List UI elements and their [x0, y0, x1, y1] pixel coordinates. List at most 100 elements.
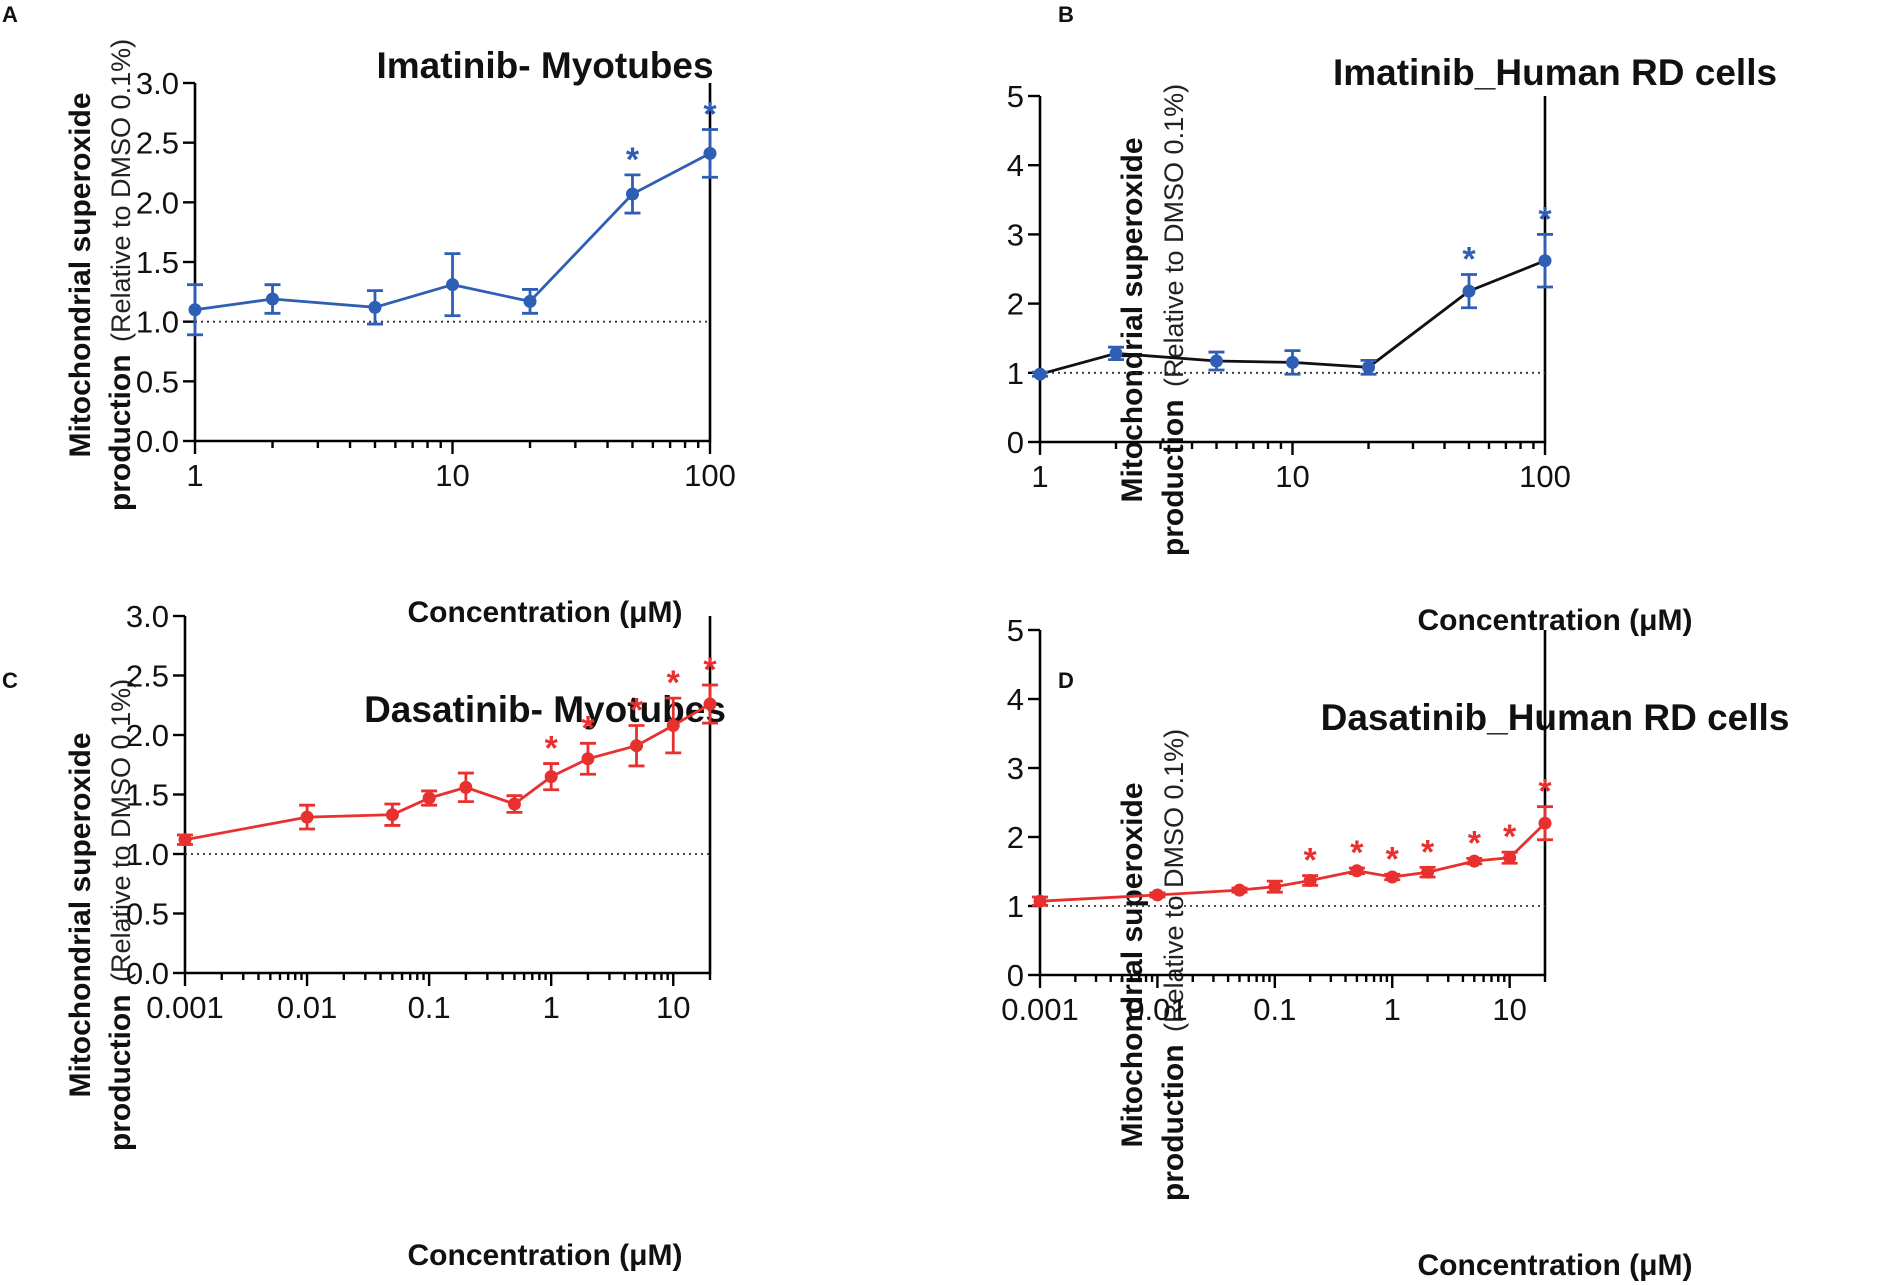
significance-star: * — [703, 96, 717, 134]
x-tick-label: 0.001 — [1001, 992, 1079, 1027]
data-point — [1362, 360, 1376, 374]
y-axis-subtitle: (Relative to DMSO 0.1%) — [106, 679, 136, 982]
x-tick-label: 10 — [1275, 459, 1309, 494]
panel-a-imatinib-myotubes: A Imatinib- Myotubes Concentration (μM) … — [2, 2, 736, 629]
data-point — [266, 292, 280, 306]
y-tick-label: 1.5 — [126, 778, 169, 813]
data-point — [1538, 254, 1552, 268]
y-tick-label: 1.0 — [136, 305, 179, 340]
data-point — [1503, 851, 1517, 865]
y-tick-label: 5 — [1007, 613, 1024, 648]
x-tick-label: 10 — [656, 990, 690, 1025]
y-tick-label: 0.0 — [136, 424, 179, 459]
significance-star: * — [1503, 818, 1517, 856]
panel-letter: C — [2, 668, 18, 693]
y-tick-label: 3 — [1007, 751, 1024, 786]
data-point — [178, 833, 192, 847]
x-tick-label: 100 — [684, 458, 736, 493]
x-tick-label: 0.001 — [146, 990, 224, 1025]
panel-letter: B — [1058, 2, 1074, 27]
y-tick-label: 5 — [1007, 79, 1024, 114]
data-point — [1462, 284, 1476, 298]
x-tick-label: 100 — [1519, 459, 1571, 494]
data-point — [188, 303, 202, 317]
y-tick-label: 0.5 — [136, 364, 179, 399]
significance-star: * — [1538, 200, 1552, 238]
data-point — [507, 797, 521, 811]
significance-star: * — [1304, 842, 1318, 880]
y-axis-label-line2: production (Relative to DMSO 0.1%) — [1157, 729, 1190, 1201]
data-point — [625, 187, 639, 201]
y-axis-title-production: production — [1157, 399, 1190, 556]
y-axis-subtitle: (Relative to DMSO 0.1%) — [1159, 729, 1189, 1032]
y-tick-label: 1 — [1007, 356, 1024, 391]
data-point — [422, 791, 436, 805]
panel-letter: D — [1058, 668, 1074, 693]
y-axis-label-line1: Mitochondrial superoxide — [64, 732, 97, 1097]
y-axis-title-production: production — [1157, 1044, 1190, 1201]
data-point — [1421, 865, 1435, 879]
x-tick-label: 1 — [1031, 459, 1048, 494]
panel-c-dasatinib-myotubes: C Dasatinib- Myotubes Concentration (μM)… — [2, 599, 726, 1272]
y-axis-label-line2: production (Relative to DMSO 0.1%) — [104, 39, 137, 511]
data-point — [459, 780, 473, 794]
y-axis-subtitle: (Relative to DMSO 0.1%) — [1159, 84, 1189, 387]
data-point — [1286, 355, 1299, 369]
y-tick-label: 0.0 — [126, 956, 169, 991]
data-point — [1303, 873, 1317, 887]
data-point — [703, 146, 717, 160]
x-axis-label: Concentration (μM) — [408, 596, 683, 629]
y-tick-label: 0 — [1007, 425, 1024, 460]
data-point — [300, 810, 314, 824]
y-axis-title: Mitochondrial superoxide — [64, 732, 97, 1097]
x-axis-label: Concentration (μM) — [1418, 1249, 1693, 1282]
data-point — [1232, 883, 1246, 897]
data-point — [1150, 888, 1164, 902]
y-tick-label: 0.5 — [126, 897, 169, 932]
y-axis-label-line2: production (Relative to DMSO 0.1%) — [104, 679, 137, 1151]
significance-star: * — [1421, 833, 1435, 871]
y-tick-label: 1.5 — [136, 245, 179, 280]
significance-star: * — [630, 691, 644, 729]
x-tick-label: 0.1 — [408, 990, 451, 1025]
y-axis-label-line2: production (Relative to DMSO 0.1%) — [1157, 84, 1190, 556]
significance-star: * — [581, 709, 595, 747]
axes-frame — [183, 616, 712, 975]
data-point — [1109, 346, 1123, 360]
significance-star: * — [545, 730, 559, 768]
x-tick-label: 10 — [435, 458, 469, 493]
y-axis-title-production: production — [104, 994, 137, 1151]
significance-star: * — [1468, 824, 1482, 862]
y-tick-label: 2.5 — [126, 659, 169, 694]
y-axis-title-production: production — [104, 354, 137, 511]
x-tick-label: 0.01 — [1127, 992, 1187, 1027]
x-tick-label: 1 — [186, 458, 203, 493]
data-point — [1538, 816, 1552, 830]
panel-b-imatinib-human-rd-cells: B Imatinib_Human RD cells Concentration … — [1007, 2, 1777, 637]
significance-star: * — [667, 664, 681, 702]
x-axis-label: Concentration (μM) — [408, 1239, 683, 1272]
y-tick-label: 2.0 — [126, 718, 169, 753]
data-point — [1385, 870, 1399, 884]
panel-letter: A — [2, 2, 18, 27]
significance-star: * — [1386, 840, 1400, 878]
data-point — [630, 739, 644, 753]
axes-frame — [1038, 630, 1547, 977]
significance-star: * — [626, 141, 640, 179]
significance-star: * — [703, 651, 717, 689]
x-tick-label: 0.01 — [277, 990, 337, 1025]
y-axis-subtitle: (Relative to DMSO 0.1%) — [106, 39, 136, 342]
y-axis-title: Mitochondrial superoxide — [64, 92, 97, 457]
data-point — [1209, 354, 1223, 368]
data-point — [1033, 894, 1047, 908]
data-point — [446, 278, 459, 292]
chart-title: Imatinib_Human RD cells — [1333, 52, 1777, 93]
y-tick-label: 4 — [1007, 148, 1024, 183]
chart-title: Dasatinib- Myotubes — [364, 689, 726, 730]
x-tick-label: 1 — [543, 990, 560, 1025]
data-point — [581, 752, 595, 766]
y-axis-label-line1: Mitochondrial superoxide — [1116, 137, 1149, 502]
y-tick-label: 2 — [1007, 820, 1024, 855]
y-tick-label: 3.0 — [136, 66, 179, 101]
